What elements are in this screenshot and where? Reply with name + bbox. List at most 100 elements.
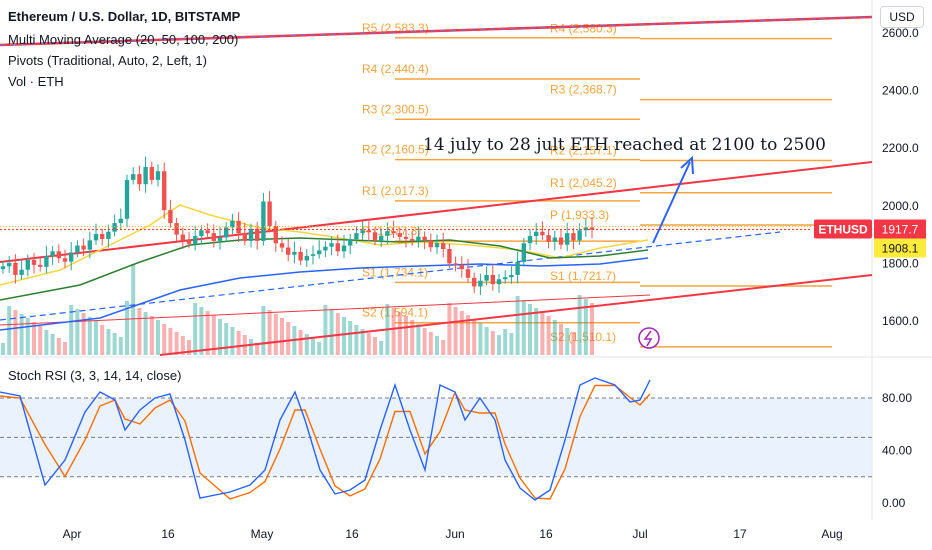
candle-body <box>31 259 37 265</box>
volume-bar <box>472 319 477 355</box>
volume-bar <box>280 318 284 355</box>
candle-body <box>143 166 148 185</box>
volume-bar <box>416 324 421 355</box>
volume-bar <box>583 299 588 355</box>
pivot-label: R2 (2,160.5) <box>362 143 429 157</box>
volume-bar <box>56 338 61 355</box>
candle-body <box>81 245 86 250</box>
volume-bar <box>131 264 136 355</box>
volume-bar <box>100 325 105 355</box>
symbol-badge <box>814 219 872 239</box>
candle-body <box>521 243 526 262</box>
candle-body <box>255 228 260 241</box>
volume-bar <box>87 317 92 355</box>
volume-bar <box>503 329 508 355</box>
candle-body <box>248 228 254 241</box>
stoch-rsi-k-line <box>0 377 651 501</box>
candle-body <box>496 279 502 285</box>
stoch-rsi-legend[interactable]: Stoch RSI (3, 3, 14, 14, close) <box>8 368 182 383</box>
symbol-title[interactable]: Ethereum / U.S. Dollar, 1D, BITSTAMP <box>8 9 241 24</box>
pivot-label: S1 (1,734.1) <box>362 265 428 279</box>
volume-bar <box>112 333 117 355</box>
candle-body <box>62 258 68 262</box>
volume-bar <box>63 342 67 355</box>
volume-bar <box>552 320 557 355</box>
candle-body <box>304 255 309 261</box>
currency-button[interactable]: USD <box>880 6 924 28</box>
volume-bar <box>311 338 315 355</box>
moving-average-legend[interactable]: Multi Moving Average (20, 50, 100, 200) <box>8 32 239 47</box>
volume-bar <box>249 339 253 355</box>
price-axis-tick: 1800.0 <box>882 256 919 270</box>
candle-body <box>484 274 489 281</box>
projection-arrow <box>652 161 691 244</box>
candle-body <box>279 243 285 248</box>
volume-bar <box>410 320 415 355</box>
price-axis-tick: 2600.0 <box>882 26 919 40</box>
volume-bar <box>168 328 173 355</box>
volume-bar <box>32 322 36 355</box>
candle-body <box>267 201 272 226</box>
volume-bar <box>323 305 328 355</box>
ma-price-badge <box>874 238 926 258</box>
volume-bar <box>373 337 377 355</box>
volume-bar <box>44 330 49 355</box>
candle-body <box>571 233 576 241</box>
candle-body <box>168 210 173 224</box>
volume-bar <box>75 309 80 355</box>
candle-body <box>50 251 55 257</box>
volume-bar <box>404 316 408 355</box>
pivot-label: S2 (1,510.1) <box>550 330 616 344</box>
candle-body <box>230 220 235 228</box>
volume-bar <box>230 327 235 355</box>
candle-body <box>180 234 185 241</box>
support-trendline <box>159 274 873 356</box>
candle-body <box>7 262 12 267</box>
candle-body <box>589 227 595 230</box>
candle-body <box>385 231 390 236</box>
candle-body <box>131 174 136 180</box>
volume-bar <box>193 303 198 355</box>
candle-body <box>403 236 409 239</box>
volume-bar <box>143 312 148 355</box>
volume-bar <box>422 328 427 355</box>
volume-bar <box>509 333 514 355</box>
volume-bar <box>187 340 191 355</box>
candle-body <box>465 269 471 278</box>
pivot-label: R1 (2,045.2) <box>550 176 617 190</box>
ma20-line <box>0 204 649 286</box>
candle-body <box>422 236 427 241</box>
volume-bar <box>379 341 384 355</box>
ma-price-text: 1908.1 <box>882 242 919 256</box>
candle-body <box>527 236 533 244</box>
price-axis-tick: 1600.0 <box>882 314 919 328</box>
volume-bar <box>534 308 539 355</box>
volume-bar <box>13 310 18 355</box>
volume-bar <box>484 327 489 355</box>
volume-bar <box>435 336 439 355</box>
candle-body <box>112 223 117 232</box>
volume-bar <box>236 331 241 355</box>
candle-body <box>366 230 371 233</box>
volume-bar <box>69 305 74 355</box>
annotation-text: 14 july to 28 jult ETH reached at 2100 t… <box>423 135 826 155</box>
volume-bar <box>162 324 167 355</box>
upper-channel-dash <box>0 16 873 46</box>
volume-bar <box>459 311 464 355</box>
pivots-legend[interactable]: Pivots (Traditional, Auto, 2, Left, 1) <box>8 53 207 68</box>
candle-body <box>292 251 297 255</box>
time-axis-tick: May <box>251 527 274 541</box>
candle-body <box>286 247 291 255</box>
volume-bar <box>94 321 98 355</box>
candle-body <box>137 174 142 185</box>
ma100-line <box>0 257 649 331</box>
volume-bar <box>298 330 303 355</box>
candle-body <box>447 249 452 264</box>
volume-bar <box>19 314 24 355</box>
volume-bar <box>366 333 371 355</box>
volume-bar <box>521 300 526 355</box>
volume-legend[interactable]: Vol · ETH <box>8 74 64 89</box>
volume-bar <box>348 321 353 355</box>
